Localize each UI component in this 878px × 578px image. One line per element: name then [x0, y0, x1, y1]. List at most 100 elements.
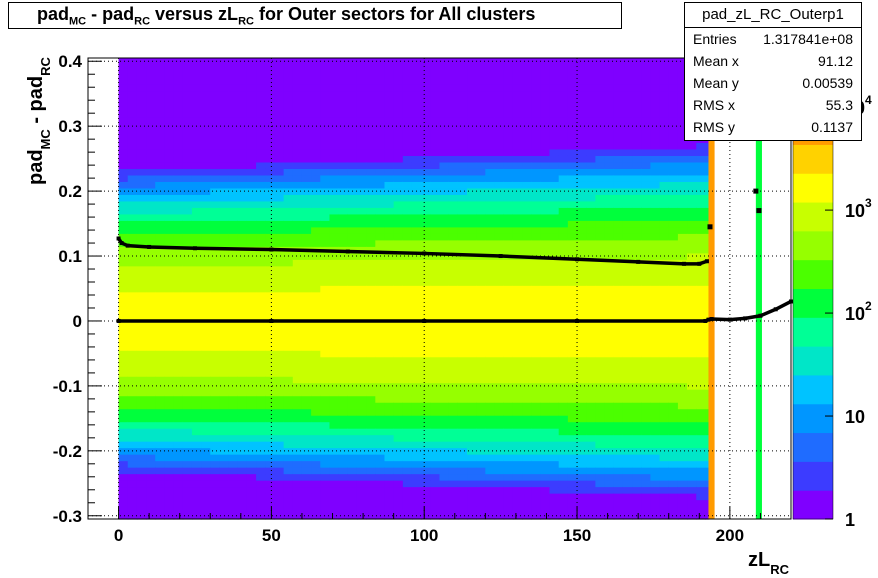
- heatmap-cell: [677, 447, 688, 455]
- heatmap-cell: [237, 194, 248, 202]
- heatmap-cell: [567, 168, 578, 176]
- heatmap-cell: [677, 194, 688, 202]
- heatmap-cell: [650, 460, 661, 468]
- heatmap-cell: [650, 512, 661, 520]
- heatmap-cell: [246, 174, 257, 182]
- heatmap-cell: [549, 434, 560, 442]
- heatmap-cell: [366, 415, 376, 423]
- heatmap-cell: [650, 324, 661, 332]
- heatmap-cell: [577, 200, 587, 208]
- heatmap-cell: [577, 207, 587, 215]
- heatmap-cell: [687, 291, 697, 299]
- heatmap-cell: [540, 486, 551, 494]
- heatmap-cell: [164, 473, 175, 481]
- heatmap-cell: [311, 389, 321, 397]
- heatmap-cell: [201, 135, 211, 144]
- heatmap-cell: [549, 155, 560, 163]
- heatmap-cell: [668, 90, 679, 98]
- heatmap-cell: [311, 265, 321, 273]
- heatmap-cell: [146, 161, 156, 169]
- heatmap-cell: [155, 103, 166, 111]
- heatmap-cell: [274, 337, 285, 345]
- heatmap-cell: [136, 252, 147, 260]
- heatmap-cell: [402, 376, 413, 384]
- heatmap-cell: [668, 467, 679, 475]
- heatmap-cell: [329, 90, 340, 98]
- heatmap-cell: [540, 350, 551, 358]
- heatmap-cell: [494, 220, 505, 228]
- heatmap-cell: [558, 369, 569, 377]
- heatmap-cell: [522, 467, 532, 475]
- heatmap-cell: [228, 64, 239, 72]
- heatmap-cell: [366, 480, 376, 488]
- heatmap-cell: [668, 512, 679, 520]
- heatmap-cell: [457, 467, 468, 475]
- heatmap-cell: [384, 70, 395, 79]
- heatmap-cell: [430, 454, 441, 462]
- heatmap-cell: [503, 493, 514, 501]
- heatmap-cell: [421, 389, 431, 397]
- heatmap-cell: [274, 148, 285, 156]
- heatmap-cell: [641, 454, 651, 462]
- heatmap-cell: [237, 116, 248, 124]
- heatmap-cell: [577, 421, 587, 429]
- heatmap-cell: [421, 103, 431, 111]
- heatmap-cell: [246, 447, 257, 455]
- heatmap-cell: [246, 512, 257, 520]
- heatmap-cell: [622, 116, 633, 124]
- heatmap-cell: [512, 226, 523, 234]
- heatmap-cell: [549, 187, 560, 195]
- heatmap-cell: [320, 512, 331, 520]
- heatmap-cell: [411, 265, 422, 273]
- heatmap-cell: [531, 246, 541, 254]
- heatmap-cell: [356, 161, 367, 169]
- plot-frame: [87, 57, 792, 520]
- heatmap-cell: [641, 174, 651, 182]
- heatmap-cell: [146, 155, 156, 163]
- heatmap-cell: [375, 265, 386, 273]
- heatmap-cell: [622, 168, 633, 176]
- heatmap-cell: [705, 252, 710, 260]
- heatmap-cell: [448, 272, 459, 280]
- heatmap-cell: [301, 70, 312, 79]
- heatmap-cell: [512, 220, 523, 228]
- heatmap-cell: [549, 265, 560, 273]
- heatmap-cell: [677, 116, 688, 124]
- heatmap-cell: [650, 252, 661, 260]
- heatmap-cell: [659, 363, 670, 371]
- heatmap-cell: [677, 220, 688, 228]
- heatmap-cell: [356, 356, 367, 364]
- heatmap-cell: [411, 70, 422, 79]
- heatmap-cell: [256, 194, 266, 202]
- heatmap-cell: [329, 454, 340, 462]
- heatmap-cell: [659, 200, 670, 208]
- heatmap-cell: [173, 441, 184, 449]
- heatmap-cell: [485, 64, 496, 72]
- heatmap-cell: [604, 181, 615, 189]
- heatmap-cell: [283, 473, 294, 481]
- heatmap-cell: [402, 356, 413, 364]
- heatmap-cell: [421, 265, 431, 273]
- heatmap-cell: [127, 304, 138, 312]
- heatmap-cell: [650, 96, 661, 105]
- heatmap-cell: [512, 343, 523, 351]
- heatmap-cell: [586, 512, 596, 520]
- heatmap-cell: [320, 58, 331, 66]
- heatmap-cell: [467, 181, 477, 189]
- heatmap-cell: [595, 148, 606, 156]
- heatmap-cell: [356, 135, 367, 144]
- heatmap-cell: [228, 356, 239, 364]
- heatmap-cell: [375, 148, 386, 156]
- heatmap-cell: [283, 428, 294, 436]
- heatmap-cell: [338, 480, 349, 488]
- heatmap-cell: [301, 239, 312, 247]
- heatmap-cell: [540, 506, 551, 514]
- heatmap-cell: [687, 246, 697, 254]
- heatmap-cell: [338, 116, 349, 124]
- heatmap-cell: [586, 389, 596, 397]
- heatmap-cell: [228, 116, 239, 124]
- heatmap-cell: [228, 109, 239, 118]
- heatmap-cell: [577, 330, 587, 338]
- heatmap-cell: [567, 493, 578, 501]
- heatmap-cell: [540, 291, 551, 299]
